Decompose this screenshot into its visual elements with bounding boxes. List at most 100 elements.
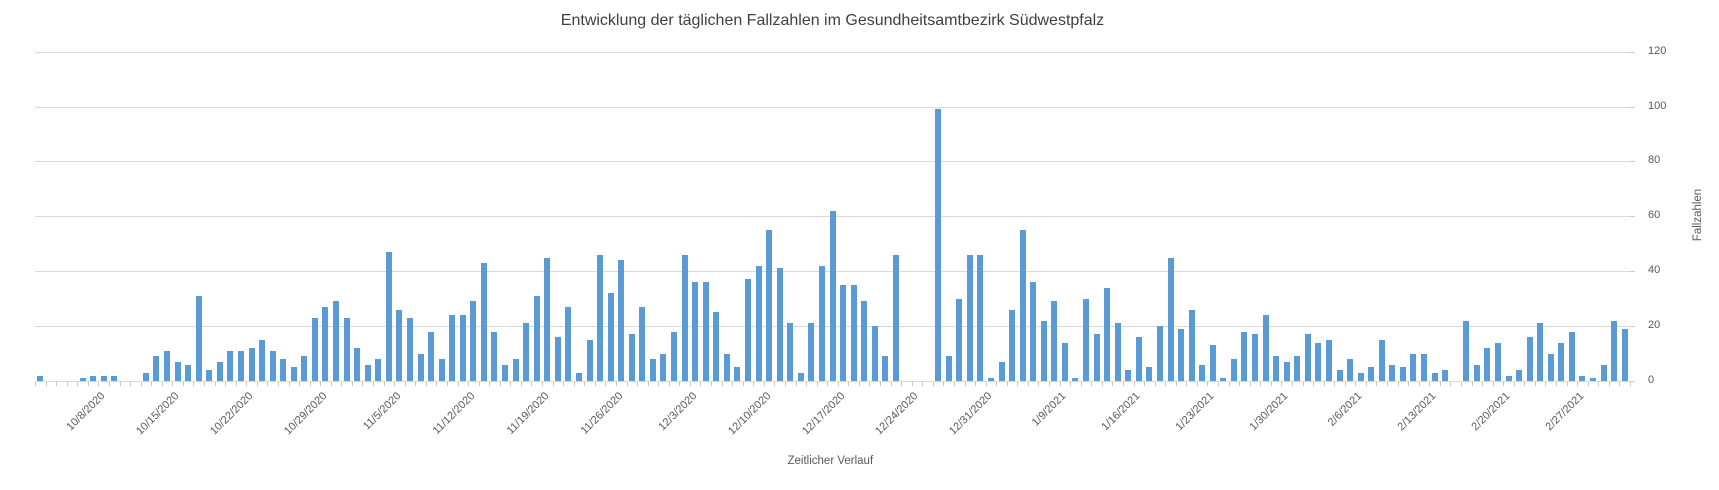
bar — [1188, 309, 1195, 381]
x-axis-tick — [204, 382, 205, 386]
x-axis-tick — [510, 382, 512, 386]
x-axis-tick — [35, 382, 36, 386]
bar — [575, 372, 582, 381]
x-axis-tick — [1249, 382, 1251, 386]
bar — [723, 353, 730, 381]
bar — [1484, 348, 1491, 381]
x-axis-tick — [1429, 382, 1431, 386]
x-axis-tick — [848, 382, 850, 386]
x-tick-label: 11/12/2020 — [430, 390, 478, 437]
x-tick-label: 12/31/2020 — [947, 390, 995, 438]
bar — [185, 364, 192, 381]
x-axis-tick — [457, 382, 459, 386]
bar — [871, 326, 878, 381]
bar — [1431, 372, 1438, 381]
bar — [829, 210, 836, 381]
x-axis-tick — [816, 382, 818, 386]
y-tick-label: 60 — [1648, 209, 1661, 222]
bar — [100, 375, 107, 381]
bar — [301, 356, 308, 381]
x-axis-tick — [362, 382, 364, 386]
x-axis-line — [35, 381, 1630, 382]
x-axis-tick — [637, 382, 639, 386]
bar — [639, 306, 646, 381]
bar — [787, 323, 794, 381]
x-axis-tick — [742, 382, 744, 386]
x-axis-tick — [1281, 382, 1283, 386]
bar — [850, 284, 857, 381]
x-axis-tick — [531, 382, 533, 386]
bar — [818, 265, 825, 381]
bar — [840, 284, 847, 381]
bar — [1125, 370, 1132, 381]
bar — [502, 364, 509, 381]
x-axis-tick — [1524, 382, 1526, 386]
bar — [1442, 370, 1449, 381]
x-axis-tick — [235, 382, 237, 386]
bar — [364, 364, 371, 381]
y-tick-label: 20 — [1648, 319, 1661, 332]
h-gridline — [35, 161, 1630, 163]
y-tick-label: 120 — [1648, 44, 1667, 57]
x-axis-tick — [668, 382, 670, 386]
x-axis-tick — [1323, 382, 1325, 386]
x-tick-label: 11/5/2020 — [360, 390, 404, 433]
bar — [322, 306, 329, 381]
x-axis-tick — [1006, 382, 1008, 386]
x-axis-tick — [806, 382, 808, 386]
bar — [1093, 334, 1100, 381]
x-axis-tick — [1218, 382, 1220, 386]
x-tick-label: 12/24/2020 — [873, 390, 921, 438]
bar — [607, 293, 614, 381]
bar — [396, 309, 403, 381]
x-axis-tick — [594, 382, 596, 386]
x-axis-tick — [1387, 382, 1389, 386]
x-tick-label: 2/13/2021 — [1395, 390, 1439, 434]
x-axis-tick — [1313, 382, 1315, 386]
x-axis-tick — [732, 382, 734, 386]
bar — [808, 323, 815, 381]
bar — [1378, 339, 1385, 381]
x-axis-tick — [436, 382, 438, 386]
x-axis-tick — [573, 382, 575, 386]
bar — [1558, 342, 1565, 381]
x-axis-tick — [1239, 382, 1241, 386]
bar — [1579, 375, 1586, 381]
x-tick-label: 12/3/2020 — [656, 390, 700, 434]
x-axis-tick — [1165, 382, 1167, 386]
bar — [987, 378, 994, 381]
bar — [1083, 298, 1089, 381]
bar — [1611, 320, 1618, 381]
bar — [1220, 378, 1227, 381]
x-axis-tick — [1397, 382, 1399, 386]
bar — [1568, 331, 1575, 381]
y-axis-tick — [1630, 161, 1635, 163]
bar — [1347, 359, 1354, 381]
x-axis-tick — [1059, 382, 1061, 386]
bar — [1505, 375, 1512, 381]
bar — [343, 317, 350, 381]
x-axis-tick — [140, 382, 142, 386]
x-tick-label: 2/20/2021 — [1469, 390, 1513, 434]
x-axis-tick — [56, 382, 58, 386]
x-axis-tick — [753, 382, 755, 386]
x-axis-tick — [964, 382, 966, 386]
x-axis-tick — [1260, 382, 1262, 386]
bar — [459, 315, 466, 381]
bar — [491, 331, 498, 381]
x-axis-tick — [478, 382, 480, 386]
x-axis-tick — [87, 382, 89, 386]
x-axis-tick — [394, 382, 396, 386]
x-tick-label: 10/22/2020 — [208, 390, 256, 438]
x-axis-tick — [1355, 382, 1357, 386]
bar — [311, 317, 318, 381]
bar — [1315, 342, 1322, 381]
bar — [649, 359, 656, 381]
bar — [1040, 320, 1047, 381]
x-axis-tick — [552, 382, 554, 386]
x-axis-tick — [1619, 382, 1621, 386]
bar — [1463, 320, 1470, 381]
x-axis-tick — [1175, 382, 1177, 386]
y-axis-tick — [1630, 51, 1635, 53]
x-tick-label: 1/23/2021 — [1173, 390, 1217, 434]
